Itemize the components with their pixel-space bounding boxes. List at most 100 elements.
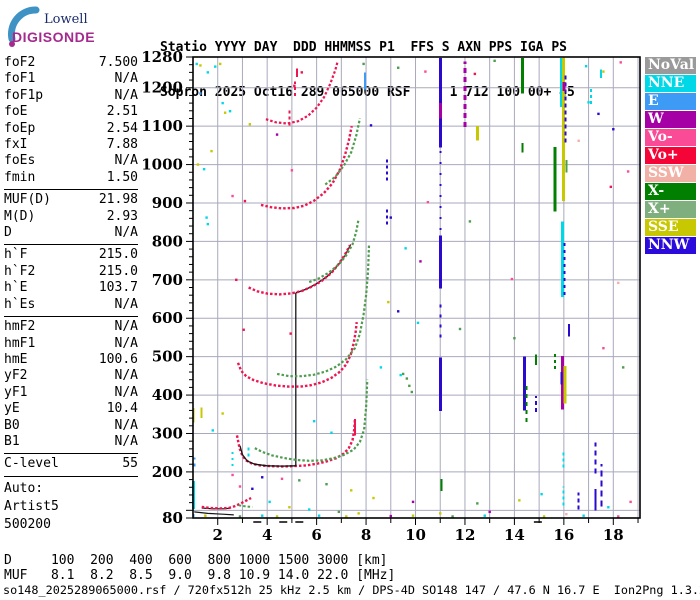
scatter-echo	[597, 112, 600, 116]
parameter-value: 21.98	[98, 192, 138, 208]
scatter-echo	[238, 485, 242, 488]
scatter-echo	[202, 167, 206, 171]
parameter-label: hmE	[4, 351, 28, 367]
parameter-label: fmin	[4, 169, 36, 185]
scatter-echo	[369, 124, 373, 127]
scatter-echo	[411, 514, 415, 517]
trace-e-base-black	[194, 511, 234, 516]
scatter-echo	[221, 101, 224, 105]
parameter-label: D	[4, 225, 12, 241]
parameter-value: N/A	[114, 225, 138, 241]
parameter-label: hmF2	[4, 319, 36, 335]
scatter-echo	[510, 277, 514, 281]
parameter-row: foF2 7.500	[4, 55, 138, 71]
scatter-echo	[199, 92, 202, 95]
parameter-row: hmE 100.6	[4, 352, 138, 368]
legend-item-sse: SSE	[645, 219, 696, 236]
parameter-row: B0 N/A	[4, 418, 138, 434]
parameter-row: foE 2.51	[4, 104, 138, 120]
parameter-label: yF1	[4, 384, 28, 400]
parameter-group: h`F 215.0 h`F2 215.0 h`E 103.7 h`Es N/A	[4, 247, 138, 318]
scatter-echo	[476, 502, 479, 505]
scatter-echo	[488, 510, 491, 514]
scatter-echo	[410, 390, 414, 394]
scatter-echo	[372, 496, 375, 500]
scatter-echo	[577, 139, 580, 142]
parameter-label: yF2	[4, 368, 28, 384]
trace-hop1-green	[254, 379, 369, 462]
y-tick-label: 200	[152, 463, 183, 481]
scatter-echo	[617, 515, 620, 518]
scatter-echo	[218, 62, 222, 66]
scatter-echo	[518, 499, 521, 502]
scatter-echo	[337, 510, 341, 514]
parameter-label: h`F2	[4, 263, 36, 279]
scatter-echo	[248, 123, 252, 126]
scatter-echo	[350, 489, 353, 492]
scatter-echo	[206, 222, 210, 226]
scatter-echo	[196, 163, 200, 166]
y-tick-label: 600	[152, 309, 183, 327]
scatter-echo	[404, 247, 407, 250]
scatter-echo	[228, 109, 232, 113]
scatter-echo	[204, 514, 207, 517]
legend-item-nnw: NNW	[645, 237, 696, 254]
scatter-echo	[439, 512, 442, 515]
scatter-echo	[205, 216, 208, 219]
trace-hop3-black	[295, 244, 352, 294]
parameter-panel: foF2 7.500 foF1 N/A foF1p N/A foE 2.51 foEp 2.54 f…	[4, 55, 138, 534]
scatter-echo	[584, 65, 588, 68]
parameter-label: foF1	[4, 71, 36, 87]
parameter-label: C-level	[4, 456, 59, 472]
parameter-row: h`E 103.7	[4, 280, 138, 296]
header-columns-line: Statio YYYY DAY DDD HHMMSS P1 FFS S AXN …	[160, 40, 567, 55]
parameter-value: N/A	[114, 71, 138, 87]
logo-arc-icon	[8, 6, 40, 47]
scatter-echo	[300, 71, 303, 74]
parameter-label: hmF1	[4, 335, 36, 351]
parameter-row: B1 N/A	[4, 434, 138, 450]
scatter-echo	[223, 111, 227, 114]
parameter-label: h`F	[4, 247, 28, 263]
parameter-value: N/A	[114, 433, 138, 449]
scatter-echo	[242, 328, 245, 331]
scatter-echo	[451, 515, 454, 518]
scatter-echo	[565, 512, 568, 516]
scatter-echo	[235, 278, 238, 282]
parameter-row: foEp 2.54	[4, 121, 138, 137]
scatter-echo	[626, 170, 630, 173]
y-tick-label: 1000	[141, 156, 183, 174]
scatter-echo	[293, 84, 296, 88]
x-tick-label: 16	[553, 526, 574, 542]
scatter-echo	[405, 377, 409, 380]
trace-hop3-red	[248, 244, 352, 296]
parameter-value: 2.54	[106, 120, 138, 136]
y-tick-label: 1100	[141, 117, 183, 135]
parameter-row: hmF2 N/A	[4, 319, 138, 335]
scatter-echo	[513, 337, 516, 340]
y-tick-label: 500	[152, 348, 183, 366]
parameter-row: yE 10.4	[4, 401, 138, 417]
scatter-echo	[493, 59, 496, 63]
parameter-value: 55	[122, 456, 138, 472]
parameter-label: MUF(D)	[4, 192, 51, 208]
parameter-value: 10.4	[106, 401, 138, 417]
legend-item-x: X-	[645, 183, 696, 200]
parameter-label: foF1p	[4, 87, 44, 103]
scatter-echo	[357, 512, 360, 515]
parameter-label: foEp	[4, 120, 36, 136]
parameter-row: foF1 N/A	[4, 71, 138, 87]
scatter-echo	[290, 169, 294, 172]
ionogram-plot: 1280120011001000900800700600500400300200…	[141, 50, 641, 542]
x-tick-label: 10	[405, 526, 426, 542]
x-tick-label: 18	[603, 526, 624, 542]
legend-item-w: W	[645, 111, 696, 128]
scatter-echo	[424, 70, 427, 73]
parameter-label: foE	[4, 104, 28, 120]
autoscaling-line: 500200	[4, 516, 51, 532]
y-tick-label: 400	[152, 386, 183, 404]
parameter-row: D N/A	[4, 225, 138, 241]
parameter-value: N/A	[114, 296, 138, 312]
parameter-group: C-level 55	[4, 456, 138, 477]
trace-hop2-red	[236, 321, 358, 388]
